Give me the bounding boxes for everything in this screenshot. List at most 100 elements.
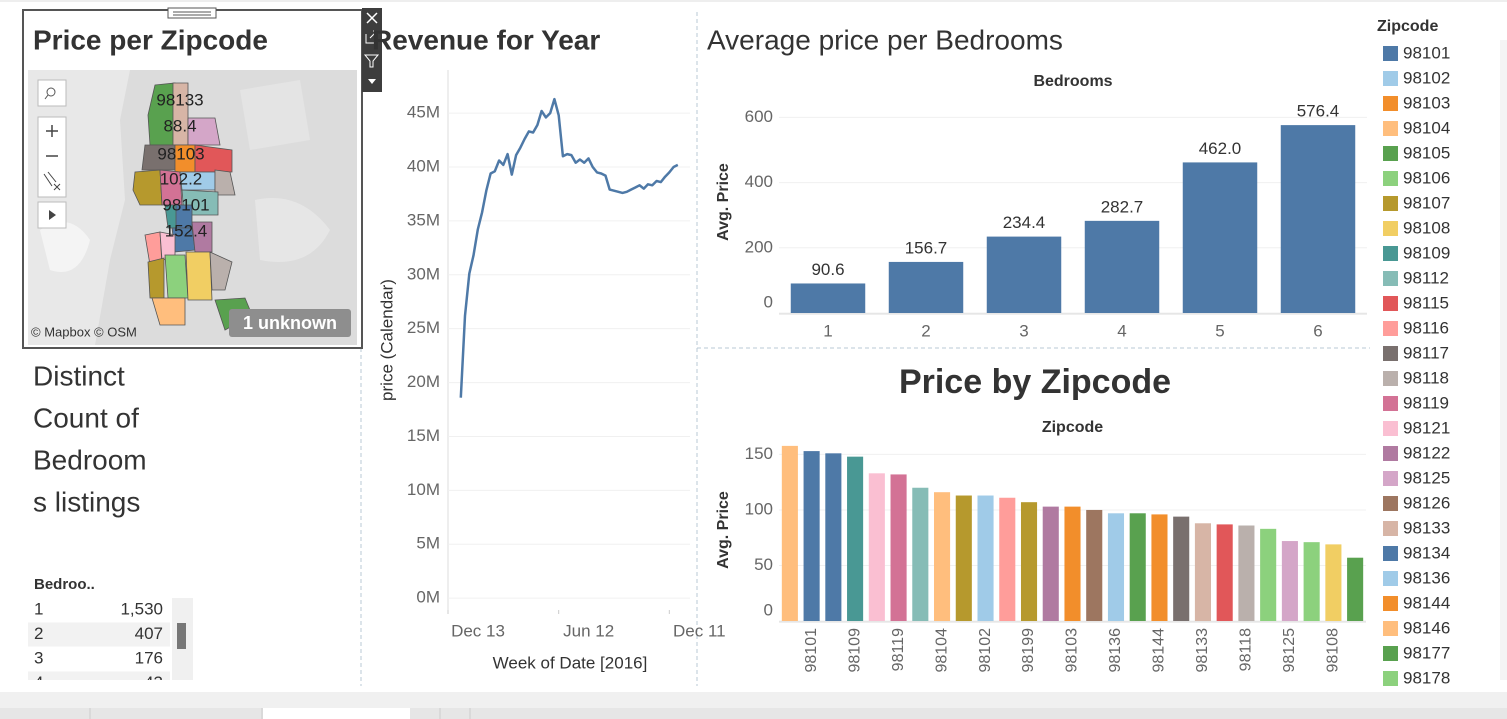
y-tick-label: 100: [745, 499, 773, 518]
active-tab[interactable]: [263, 708, 410, 719]
legend-label: 98134: [1403, 543, 1450, 562]
legend-swatch: [1383, 46, 1398, 61]
search-button[interactable]: [37, 79, 67, 107]
bar: [1303, 542, 1320, 621]
zip-area[interactable]: [209, 251, 233, 291]
search-icon: [46, 87, 56, 97]
y-tick-label: 25M: [407, 318, 440, 337]
legend-label: 98104: [1403, 118, 1450, 137]
legend-swatch: [1383, 396, 1398, 411]
legend-swatch: [1383, 671, 1398, 686]
legend-swatch: [1383, 421, 1398, 436]
legend: Zipcode 98101 98102 98103 98104 98105 98106 981…: [1377, 18, 1450, 687]
legend-label: 98109: [1403, 243, 1450, 262]
bar: [1151, 514, 1168, 621]
bar: [888, 261, 964, 313]
chart-title: Price by Zipcode: [899, 363, 1171, 401]
bar: [1260, 528, 1277, 621]
zip-area[interactable]: [151, 297, 186, 326]
reset-pin[interactable]: [43, 171, 61, 191]
bar: [1347, 557, 1364, 621]
bar: [1042, 506, 1059, 621]
legend-label: 98178: [1403, 668, 1450, 687]
x-tick-label: 4: [1117, 321, 1126, 340]
zip-areas: [132, 82, 253, 331]
chart-title: Revenue for Year: [372, 24, 600, 55]
legend-label: 98105: [1403, 143, 1450, 162]
legend-label: 98112: [1403, 268, 1449, 287]
text-panel: Distinct Count of Bedroom s listings: [33, 360, 147, 517]
zip-area[interactable]: [147, 257, 165, 299]
legend-label: 98115: [1403, 293, 1449, 312]
x-tick-label: 2: [921, 321, 930, 340]
bar: [912, 487, 929, 621]
legend-title: Zipcode: [1377, 18, 1438, 35]
y-tick-label: 45M: [407, 103, 440, 122]
unknown-badge-text[interactable]: 1 unknown: [243, 313, 337, 333]
table-cell: 407: [135, 624, 163, 643]
zip-area[interactable]: [164, 254, 189, 299]
legend-swatch: [1383, 96, 1398, 111]
legend-swatch: [1383, 221, 1398, 236]
legend-swatch: [1383, 571, 1398, 586]
x-tick-label: 6: [1313, 321, 1322, 340]
map-label: 88.4: [163, 116, 196, 135]
map-label: 102.2: [160, 169, 203, 188]
y-tick-label: 35M: [407, 210, 440, 229]
x-tick-label: Dec 13: [451, 621, 505, 640]
y-tick-label: 30M: [407, 264, 440, 283]
bar: [1084, 220, 1160, 313]
chart-title: Average price per Bedrooms: [707, 24, 1063, 55]
scrollbar-thumb[interactable]: [177, 623, 186, 649]
legend-swatch: [1383, 196, 1398, 211]
grip[interactable]: [167, 7, 217, 19]
zip-area[interactable]: [187, 117, 221, 146]
remove-button[interactable]: [366, 12, 378, 24]
legend-swatch: [1383, 496, 1398, 511]
zip-area[interactable]: [185, 251, 213, 301]
x-tick-label: 98102: [977, 628, 994, 673]
y-tick-label: 200: [745, 237, 773, 256]
legend-label: 98133: [1403, 518, 1450, 537]
x-tick-label: 98125: [1281, 628, 1298, 673]
zip-area[interactable]: [214, 169, 236, 196]
table-cell: 2: [34, 624, 43, 643]
more-options[interactable]: [368, 79, 376, 84]
y-tick-label: 15M: [407, 426, 440, 445]
legend-label: 98177: [1403, 643, 1450, 662]
y-axis-label: Avg. Price: [715, 163, 732, 241]
zip-area[interactable]: [132, 169, 163, 206]
legend-label: 98108: [1403, 218, 1450, 237]
bar: [781, 445, 798, 621]
x-tick-label: Dec 11: [673, 621, 726, 640]
map-attribution: © Mapbox © OSM: [31, 324, 137, 339]
table-cell: 1: [34, 599, 43, 618]
y-tick-label: 50: [754, 555, 773, 574]
zip-area[interactable]: [194, 144, 233, 173]
legend-swatch: [1383, 446, 1398, 461]
table: 1 1,530 2 407 3 176 4 43: [28, 599, 170, 692]
text-line: Distinct: [33, 360, 125, 391]
legend-swatch: [1383, 471, 1398, 486]
unknown-badge[interactable]: [229, 309, 351, 337]
legend-label: 98136: [1403, 568, 1450, 587]
go-to-sheet-button[interactable]: [365, 30, 378, 44]
legend-swatch: [1383, 646, 1398, 661]
y-tick-label: 20M: [407, 372, 440, 391]
bar: [1173, 516, 1190, 621]
map-label: 98103: [157, 144, 204, 163]
zip-area[interactable]: [191, 221, 213, 253]
bar: [1325, 544, 1342, 621]
legend-swatch: [1383, 596, 1398, 611]
map-title: Price per Zipcode: [33, 24, 268, 55]
x-tick-label: 98101: [803, 628, 820, 673]
table-cell: 43: [144, 673, 163, 692]
legend-label: 98103: [1403, 93, 1450, 112]
legend-label: 98121: [1403, 418, 1450, 437]
legend-swatch: [1383, 71, 1398, 86]
legend-swatch: [1383, 271, 1398, 286]
x-tick-label: 1: [823, 321, 832, 340]
filter-button[interactable]: [363, 54, 380, 68]
legend-label: 98144: [1403, 593, 1450, 612]
